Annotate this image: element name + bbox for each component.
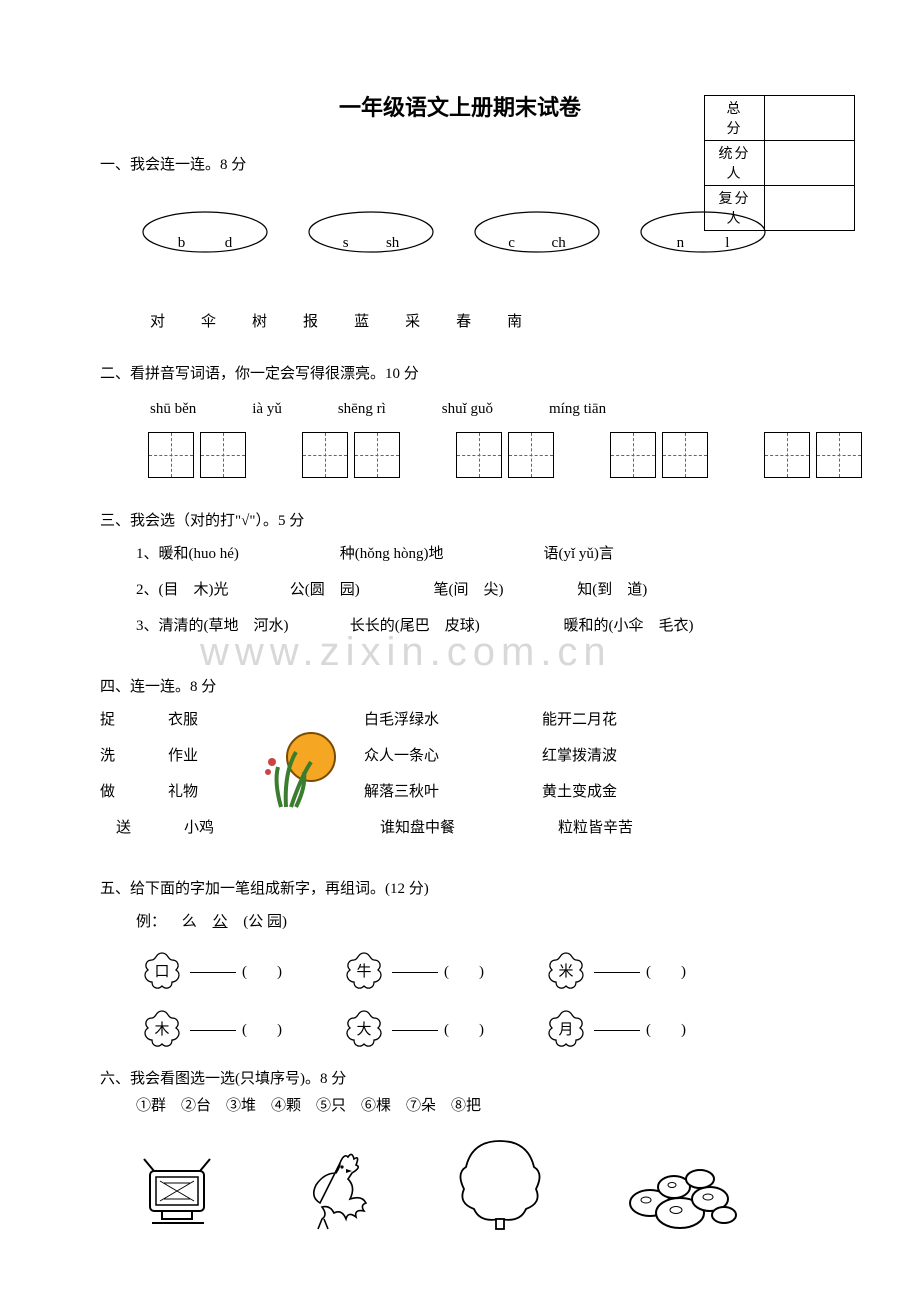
- oval-2: s sh: [306, 210, 436, 260]
- pinyin-4: míng tiān: [549, 401, 606, 418]
- blank[interactable]: [190, 1030, 236, 1031]
- flower-item: 米 ( ): [544, 950, 686, 994]
- pinyin-0: shū běn: [150, 401, 196, 418]
- box[interactable]: [200, 432, 246, 478]
- blank[interactable]: [392, 1030, 438, 1031]
- oval-3-b: ch: [552, 235, 566, 252]
- oval-4-b: l: [725, 235, 729, 252]
- q4-m0: 白毛浮绿水: [364, 702, 494, 738]
- oval-2-b: sh: [386, 235, 399, 252]
- tree-icon: [450, 1133, 550, 1238]
- oval-3: c ch: [472, 210, 602, 260]
- flower-icon: 大: [342, 1008, 386, 1052]
- flower-item: 木 ( ): [140, 1008, 282, 1052]
- q4-l1: 洗: [100, 738, 150, 774]
- q3-row2: 2、(目 木)光 公(圆 园) 笔(间 尖) 知(到 道): [136, 572, 820, 608]
- q4-n1: 红掌拨清波: [542, 738, 672, 774]
- oval-4: nl: [638, 210, 768, 260]
- char-7: 南: [507, 310, 522, 331]
- q2-boxes: [148, 432, 820, 478]
- q3-heading: 三、我会选（对的打"√"）。5 分: [100, 506, 820, 536]
- q3-row3: 3、清清的(草地 河水) 长长的(尾巴 皮球) 暖和的(小伞 毛衣): [136, 608, 820, 644]
- q6-measures: ①群 ②台 ③堆 ④颗 ⑤只 ⑥棵 ⑦朵 ⑧把: [100, 1094, 820, 1115]
- pinyin-3: shuǐ guǒ: [442, 401, 493, 418]
- q1-chars: 对 伞 树 报 蓝 采 春 南: [150, 310, 820, 331]
- q4-m2: 解落三秋叶: [364, 774, 494, 810]
- box[interactable]: [302, 432, 348, 478]
- char-3: 报: [303, 310, 318, 331]
- reviewer-value[interactable]: [765, 186, 855, 231]
- q4-n3: 粒粒皆辛苦: [542, 810, 672, 846]
- char-6: 春: [456, 310, 471, 331]
- q4-content: 捉 洗 做 送 衣服 作业 礼物 小鸡 白毛浮绿水 众人一条心 解: [100, 702, 820, 846]
- q4-m1: 众人一条心: [364, 738, 494, 774]
- q2-pinyin: shū běn ià yǔ shēng rì shuǐ guǒ míng tiā…: [150, 401, 820, 418]
- flower-item: 牛 ( ): [342, 950, 484, 994]
- score-total-value[interactable]: [765, 96, 855, 141]
- q4-r2: 礼物: [168, 774, 238, 810]
- q4-r1: 作业: [168, 738, 238, 774]
- oval-1-a: b: [178, 235, 186, 252]
- q4-l0: 捉: [100, 702, 150, 738]
- q5-heading: 五、给下面的字加一笔组成新字，再组词。(12 分): [100, 874, 820, 904]
- oval-1-b: d: [225, 235, 233, 252]
- oval-3-a: c: [508, 235, 515, 252]
- flower-icon: 口: [140, 950, 184, 994]
- q4-r3: 小鸡: [168, 810, 238, 846]
- char-0: 对: [150, 310, 165, 331]
- char-1: 伞: [201, 310, 216, 331]
- char-2: 树: [252, 310, 267, 331]
- q4-n0: 能开二月花: [542, 702, 672, 738]
- q4-l3: 送: [100, 810, 150, 846]
- blank[interactable]: [392, 972, 438, 973]
- box[interactable]: [816, 432, 862, 478]
- q2-heading: 二、看拼音写词语，你一定会写得很漂亮。10 分: [100, 359, 820, 389]
- q4-heading: 四、连一连。8 分: [100, 672, 820, 702]
- flower-item: 口 ( ): [140, 950, 282, 994]
- flower-icon: 月: [544, 1008, 588, 1052]
- flower-icon: 米: [544, 950, 588, 994]
- pinyin-2: shēng rì: [338, 401, 386, 418]
- scorer-label: 统分人: [705, 141, 765, 186]
- box[interactable]: [610, 432, 656, 478]
- blank[interactable]: [594, 1030, 640, 1031]
- q1-ovals: bd ssh cch nl: [140, 210, 820, 260]
- flower-icon: 牛: [342, 950, 386, 994]
- blank[interactable]: [190, 972, 236, 973]
- oval-2-a: s: [343, 235, 349, 252]
- char-5: 采: [405, 310, 420, 331]
- tv-icon: [140, 1153, 220, 1238]
- pinyin-1: ià yǔ: [252, 401, 282, 418]
- rooster-icon: [290, 1143, 380, 1238]
- flower-item: 月 ( ): [544, 1008, 686, 1052]
- q3-row1: 1、暖和(huo hé) 种(hǒng hòng)地 语(yǐ yǔ)言: [136, 536, 820, 572]
- q4-l2: 做: [100, 774, 150, 810]
- q4-r0: 衣服: [168, 702, 238, 738]
- box[interactable]: [354, 432, 400, 478]
- stones-icon: [620, 1153, 740, 1238]
- score-total-label: 总 分: [705, 96, 765, 141]
- box[interactable]: [662, 432, 708, 478]
- blank[interactable]: [594, 972, 640, 973]
- q6-heading: 六、我会看图选一选(只填序号)。8 分: [100, 1064, 820, 1094]
- q6-images: [140, 1133, 820, 1238]
- box[interactable]: [148, 432, 194, 478]
- char-4: 蓝: [354, 310, 369, 331]
- q5-example: 例： 么 公 (公 园): [100, 904, 820, 940]
- box[interactable]: [508, 432, 554, 478]
- oval-4-a: n: [677, 235, 685, 252]
- scorer-value[interactable]: [765, 141, 855, 186]
- flower-icon: 木: [140, 1008, 184, 1052]
- box[interactable]: [456, 432, 502, 478]
- box[interactable]: [764, 432, 810, 478]
- q4-n2: 黄土变成金: [542, 774, 672, 810]
- plant-sun-icon: [256, 722, 346, 826]
- oval-1: bd: [140, 210, 270, 260]
- q4-m3: 谁知盘中餐: [364, 810, 494, 846]
- flower-item: 大 ( ): [342, 1008, 484, 1052]
